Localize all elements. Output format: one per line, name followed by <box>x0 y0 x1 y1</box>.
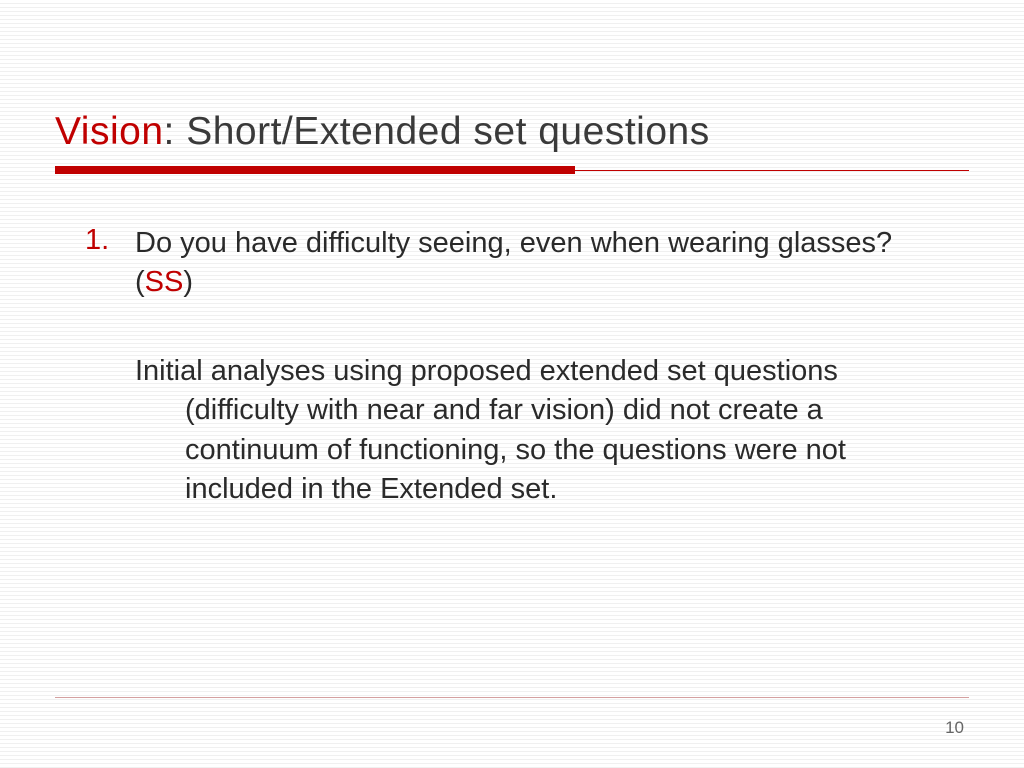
ss-tag: SS <box>145 266 184 298</box>
title-underline <box>55 166 969 174</box>
slide-container: Vision: Short/Extended set questions 1. … <box>0 0 1024 768</box>
content-area: 1. Do you have difficulty seeing, even w… <box>55 224 969 509</box>
question-body: Do you have difficulty seeing, even when… <box>135 227 892 298</box>
list-question-text: Do you have difficulty seeing, even when… <box>135 224 949 302</box>
slide-title: Vision: Short/Extended set questions <box>55 110 969 154</box>
title-block: Vision: Short/Extended set questions <box>55 110 969 154</box>
thick-underline <box>55 166 575 174</box>
title-rest: : Short/Extended set questions <box>164 110 710 153</box>
body-paragraph: Initial analyses using proposed extended… <box>135 352 949 509</box>
thin-underline <box>575 170 969 171</box>
list-number: 1. <box>85 224 135 302</box>
numbered-list-item: 1. Do you have difficulty seeing, even w… <box>85 224 949 302</box>
page-number: 10 <box>945 718 964 738</box>
question-close: ) <box>183 266 193 298</box>
footer-divider <box>55 697 969 698</box>
title-accent-word: Vision <box>55 110 164 153</box>
